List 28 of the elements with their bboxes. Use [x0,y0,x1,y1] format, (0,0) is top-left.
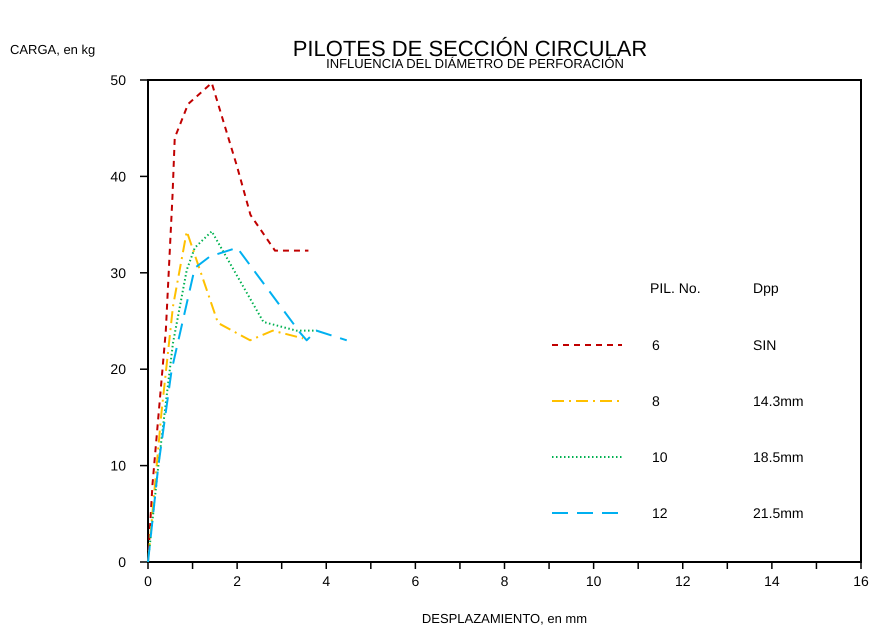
x-tick-label: 10 [586,573,602,589]
legend-label: 6 [652,337,660,353]
legend-label: 10 [652,449,668,465]
annotation: SIN [753,337,776,353]
y-tick-label: 0 [118,554,126,570]
x-tick-label: 16 [853,573,869,589]
y-axis-title: CARGA, en kg [10,42,96,57]
annotation: 21.5mm [753,505,804,521]
line-series [147,246,348,563]
x-tick-label: 14 [764,573,780,589]
x-axis-title: DESPLAZAMIENTO, en mm [422,611,588,626]
legend-title: PIL. No. [650,280,701,296]
y-tick-label: 10 [110,458,126,474]
y-tick-label: 20 [110,361,126,378]
x-tick-label: 0 [144,573,152,589]
x-tick-label: 2 [233,573,242,589]
annotation: Dpp [753,280,779,296]
x-tick-label: 12 [674,573,691,589]
y-tick-label: 40 [110,168,126,184]
y-tick-label: 30 [110,264,126,281]
annotation: 14.3mm [753,393,804,409]
x-tick-label: 8 [500,573,509,589]
legend-label: 8 [652,393,660,409]
x-tick-label: 6 [411,573,420,589]
legend-label: 12 [652,505,668,521]
annotation: 18.5mm [753,449,804,465]
x-tick-label: 4 [322,573,330,589]
y-tick-label: 50 [110,72,126,88]
